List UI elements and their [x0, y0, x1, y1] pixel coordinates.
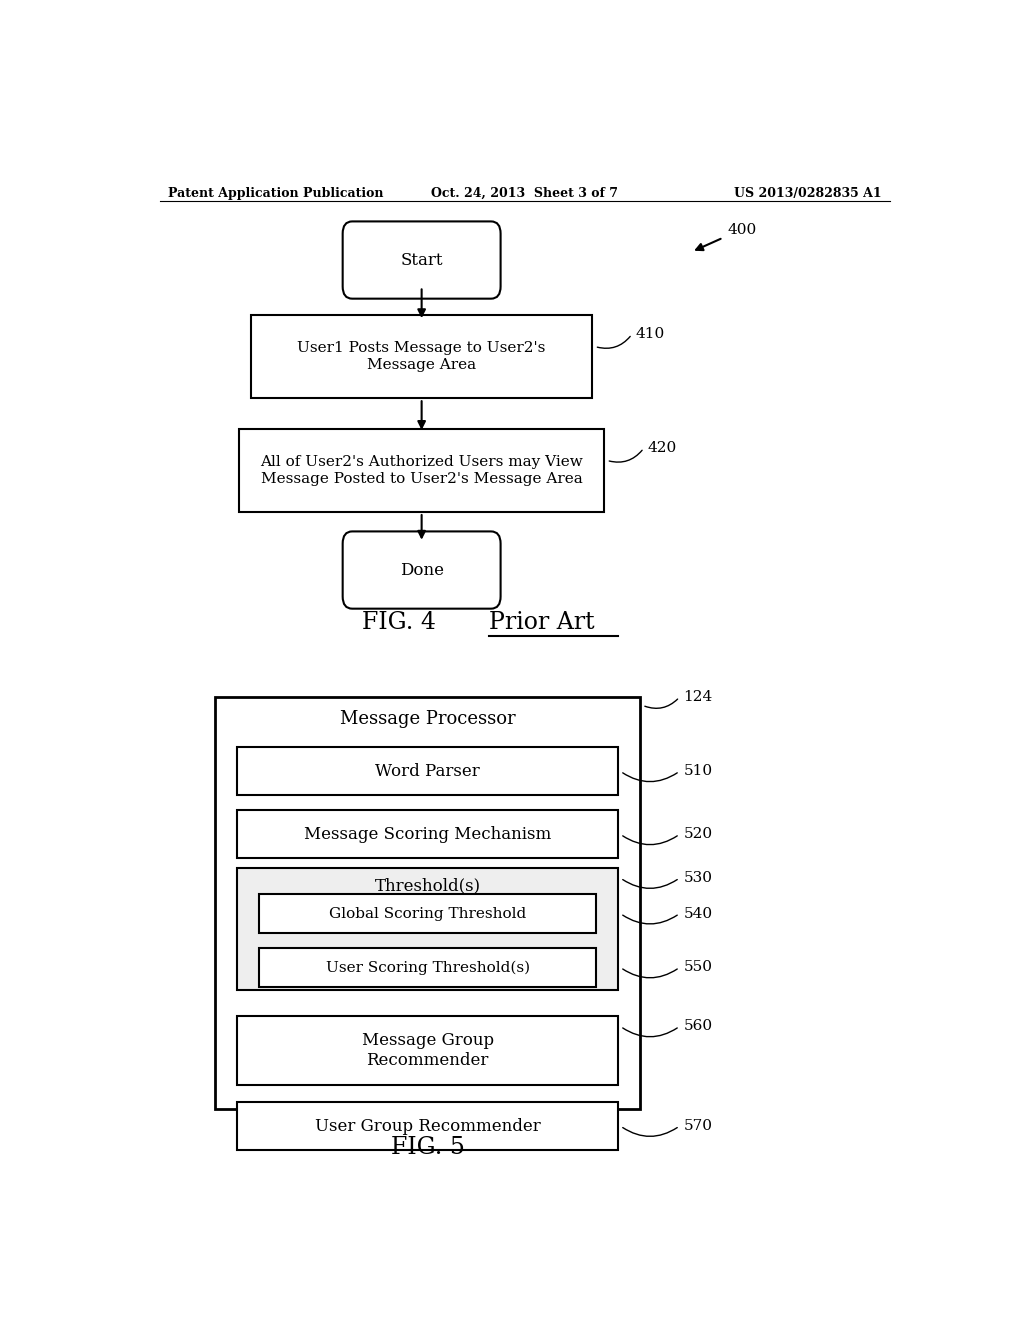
Bar — [238, 867, 618, 990]
Text: Message Processor: Message Processor — [340, 710, 515, 729]
Bar — [215, 697, 640, 1109]
Bar — [238, 1102, 618, 1150]
Text: User Group Recommender: User Group Recommender — [314, 1118, 541, 1134]
Text: Oct. 24, 2013  Sheet 3 of 7: Oct. 24, 2013 Sheet 3 of 7 — [431, 187, 618, 199]
Text: User1 Posts Message to User2's
Message Area: User1 Posts Message to User2's Message A… — [297, 342, 546, 372]
Text: FIG. 5: FIG. 5 — [390, 1135, 465, 1159]
Text: 124: 124 — [684, 690, 713, 704]
Text: Word Parser: Word Parser — [375, 763, 480, 780]
Text: Start: Start — [400, 252, 443, 268]
Text: 400: 400 — [727, 223, 757, 236]
Text: 530: 530 — [684, 871, 713, 884]
Text: Patent Application Publication: Patent Application Publication — [168, 187, 383, 199]
Text: Done: Done — [399, 561, 443, 578]
Text: 420: 420 — [648, 441, 677, 455]
Text: User Scoring Threshold(s): User Scoring Threshold(s) — [326, 960, 529, 974]
Text: 570: 570 — [684, 1119, 713, 1133]
Text: 410: 410 — [636, 327, 666, 342]
Text: 520: 520 — [684, 828, 713, 841]
Text: 510: 510 — [684, 764, 713, 779]
Text: Message Scoring Mechanism: Message Scoring Mechanism — [304, 826, 551, 842]
Text: All of User2's Authorized Users may View
Message Posted to User2's Message Area: All of User2's Authorized Users may View… — [260, 455, 583, 486]
Text: Prior Art: Prior Art — [489, 611, 595, 635]
Bar — [259, 894, 596, 933]
Bar — [238, 810, 618, 858]
FancyBboxPatch shape — [343, 222, 501, 298]
Text: Threshold(s): Threshold(s) — [375, 878, 480, 895]
Bar — [239, 429, 604, 512]
Text: Global Scoring Threshold: Global Scoring Threshold — [329, 907, 526, 920]
Text: FIG. 4: FIG. 4 — [362, 611, 436, 635]
Bar — [259, 948, 596, 987]
Text: 550: 550 — [684, 961, 713, 974]
Text: Message Group
Recommender: Message Group Recommender — [361, 1032, 494, 1069]
FancyBboxPatch shape — [343, 532, 501, 609]
Bar — [238, 747, 618, 795]
Text: 540: 540 — [684, 907, 713, 920]
Bar — [251, 315, 592, 399]
Text: 560: 560 — [684, 1019, 713, 1034]
Text: US 2013/0282835 A1: US 2013/0282835 A1 — [734, 187, 882, 199]
Bar — [238, 1016, 618, 1085]
